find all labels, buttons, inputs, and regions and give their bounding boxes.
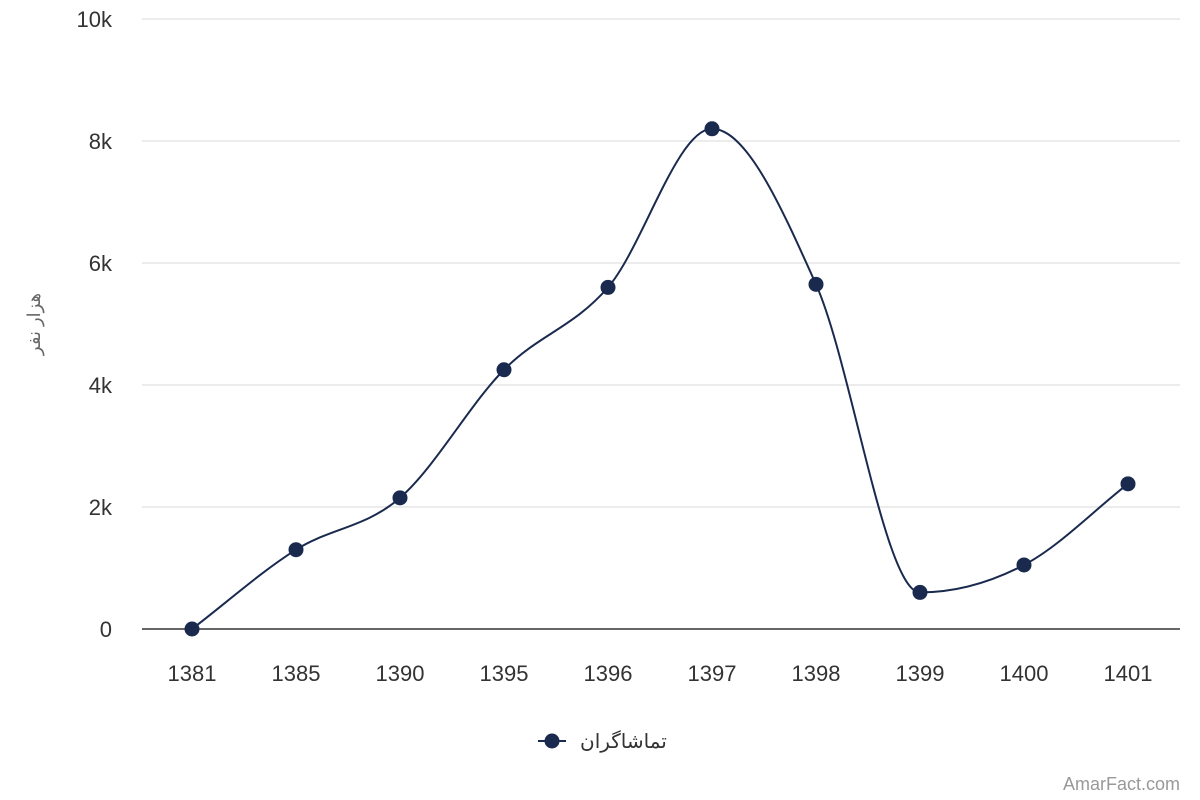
- data-point[interactable]: [1016, 557, 1032, 573]
- y-tick-label: 8k: [89, 129, 113, 154]
- x-tick-label: 1400: [1000, 661, 1049, 686]
- legend-label[interactable]: تماشاگران: [580, 730, 667, 753]
- x-tick-label: 1397: [688, 661, 737, 686]
- data-point[interactable]: [1120, 476, 1136, 492]
- data-point[interactable]: [600, 279, 616, 295]
- data-point[interactable]: [704, 121, 720, 137]
- x-axis-ticks: 1381 1385 1390 1395 1396 1397 1398 1399 1400 1401: [168, 661, 1153, 686]
- y-tick-label: 4k: [89, 373, 113, 398]
- y-tick-label: 0: [100, 617, 112, 642]
- series-layer: [184, 121, 1136, 637]
- data-point[interactable]: [184, 621, 200, 637]
- x-tick-label: 1399: [896, 661, 945, 686]
- data-point[interactable]: [496, 362, 512, 378]
- legend-dot-marker: [544, 733, 560, 749]
- data-point[interactable]: [808, 276, 824, 292]
- grid-lines: [142, 18, 1180, 508]
- y-tick-label: 6k: [89, 251, 113, 276]
- series-line: [191, 127, 1129, 630]
- x-tick-label: 1385: [272, 661, 321, 686]
- y-tick-label: 2k: [89, 495, 113, 520]
- y-axis-ticks: 0 2k 4k 6k 8k 10k: [77, 7, 113, 642]
- legend[interactable]: تماشاگران: [538, 730, 667, 753]
- data-point[interactable]: [288, 542, 304, 558]
- y-axis-label: هزار نفر: [24, 293, 45, 356]
- data-point[interactable]: [912, 584, 928, 600]
- x-tick-label: 1398: [792, 661, 841, 686]
- y-tick-label: 10k: [77, 7, 113, 32]
- x-tick-label: 1401: [1104, 661, 1153, 686]
- x-tick-label: 1396: [584, 661, 633, 686]
- x-tick-label: 1395: [480, 661, 529, 686]
- x-tick-label: 1390: [376, 661, 425, 686]
- watermark-text: AmarFact.com: [1063, 774, 1180, 794]
- x-tick-label: 1381: [168, 661, 217, 686]
- data-point[interactable]: [392, 490, 408, 506]
